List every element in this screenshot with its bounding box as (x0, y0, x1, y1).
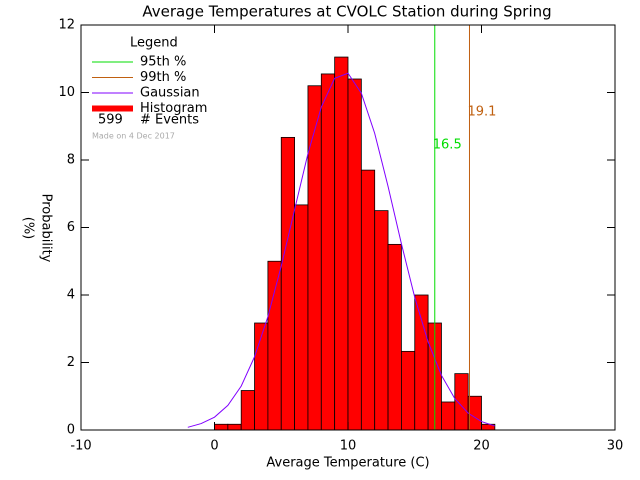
y-tick-label: 12 (58, 18, 75, 33)
histogram-bar (320, 73, 336, 431)
histogram-bar (360, 169, 376, 431)
x-tick-label: -10 (70, 439, 91, 454)
histogram-bar (240, 390, 255, 431)
y-axis-label: Probability (39, 194, 54, 263)
histogram-bar (467, 395, 482, 431)
histogram-bar (280, 136, 296, 431)
legend-title: Legend (130, 36, 178, 51)
legend-label: Histogram (140, 101, 207, 116)
histogram-bar (347, 78, 362, 431)
chart-title: Average Temperatures at CVOLC Station du… (142, 3, 551, 21)
histogram-bar (454, 373, 469, 431)
x-tick-label: 10 (340, 439, 357, 454)
histogram-bar (374, 210, 389, 431)
histogram-bar (254, 322, 269, 431)
y-tick-label: 4 (67, 288, 75, 303)
event-label: # Events (140, 113, 199, 128)
y-tick-label: 2 (67, 355, 75, 370)
note: Made on 4 Dec 2017 (92, 132, 175, 141)
x-tick-label: 30 (607, 439, 624, 454)
percentile-label: 19.1 (467, 105, 496, 120)
legend-label: 95th % (140, 55, 186, 70)
histogram-bar (294, 204, 309, 431)
gaussian-curve (187, 72, 496, 428)
histogram-bar (387, 243, 402, 431)
x-tick-label: 0 (210, 439, 218, 454)
histogram-bar (334, 56, 349, 431)
histogram-bar (227, 423, 242, 431)
x-axis-label: Average Temperature (C) (266, 456, 429, 471)
y-axis-label: (%) (21, 217, 36, 240)
x-tick-label: 20 (473, 439, 490, 454)
histogram-bar (267, 260, 282, 431)
histogram-bar (400, 350, 416, 431)
y-tick-label: 10 (58, 85, 75, 100)
y-tick-label: 0 (67, 423, 75, 438)
event-count: 599 (98, 113, 123, 128)
percentile-label: 16.5 (433, 138, 462, 153)
histogram-bar (307, 85, 322, 431)
histogram-bar (441, 401, 456, 431)
legend-label: Gaussian (140, 86, 200, 101)
histogram-bar (214, 423, 229, 431)
legend-label: 99th % (140, 70, 186, 85)
y-tick-label: 6 (67, 220, 75, 235)
y-tick-label: 8 (67, 153, 75, 168)
histogram-bar (414, 294, 429, 431)
